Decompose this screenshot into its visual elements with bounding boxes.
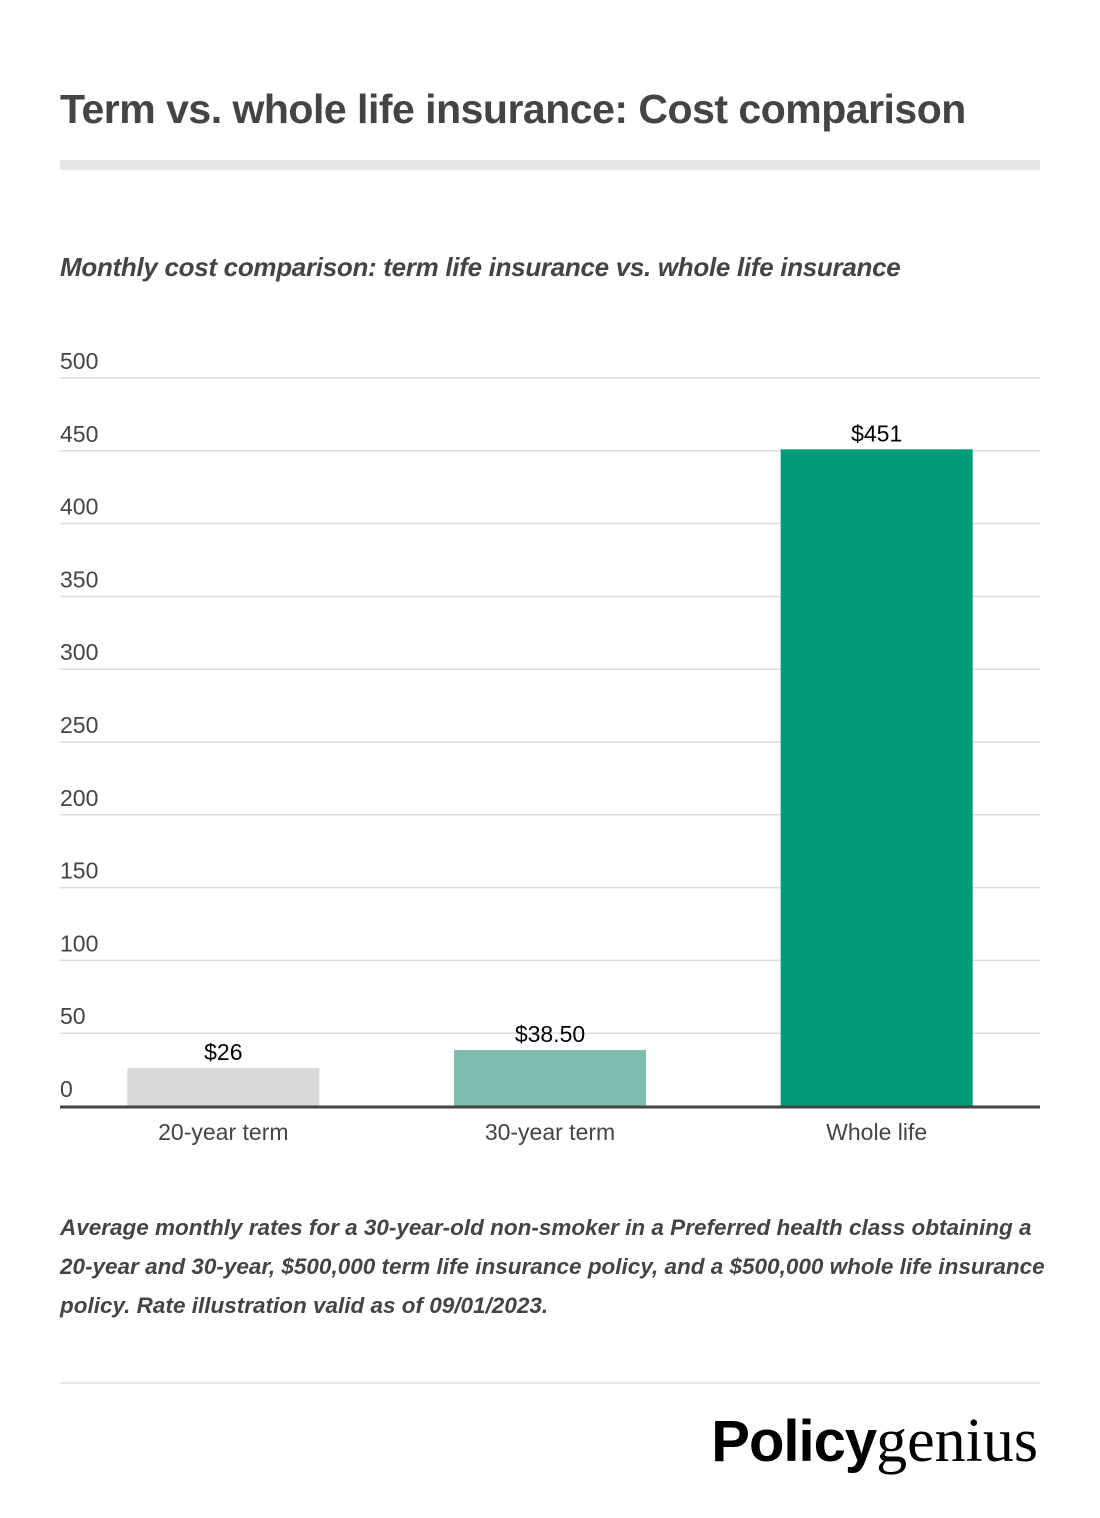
y-tick-label: 350	[60, 566, 98, 592]
y-tick-label: 50	[60, 1003, 86, 1029]
y-tick-label: 100	[60, 930, 98, 956]
y-tick-label: 500	[60, 348, 98, 374]
bar	[780, 449, 973, 1106]
y-tick-label: 0	[60, 1076, 73, 1102]
y-tick-label: 400	[60, 494, 98, 520]
bar	[454, 1049, 646, 1106]
page-title: Term vs. whole life insurance: Cost comp…	[60, 86, 966, 132]
data-label: $26	[204, 1039, 242, 1065]
x-tick-label: 20-year term	[158, 1119, 288, 1145]
data-label: $451	[851, 420, 902, 446]
x-tick-label: 30-year term	[485, 1119, 615, 1145]
policygenius-logo: Policygenius	[711, 1407, 1038, 1475]
x-tick-label: Whole life	[826, 1119, 927, 1145]
footnote: Average monthly rates for a 30-year-old …	[60, 1215, 1045, 1318]
y-tick-label: 300	[60, 639, 98, 665]
data-label: $38.50	[515, 1021, 585, 1047]
y-tick-label: 150	[60, 858, 98, 884]
y-tick-label: 250	[60, 712, 98, 738]
footer-divider	[60, 1382, 1040, 1384]
y-tick-label: 450	[60, 421, 98, 447]
bar	[127, 1068, 320, 1106]
y-tick-label: 200	[60, 785, 98, 811]
chart-title: Monthly cost comparison: term life insur…	[60, 252, 901, 282]
title-divider	[60, 160, 1040, 170]
